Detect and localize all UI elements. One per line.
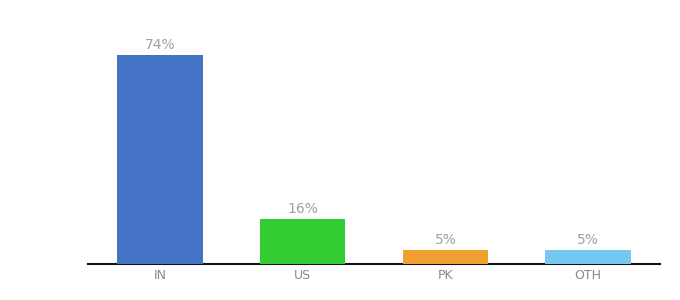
Text: 5%: 5% bbox=[435, 233, 456, 247]
Bar bbox=[545, 250, 631, 264]
Bar bbox=[117, 55, 203, 264]
Bar bbox=[260, 219, 345, 264]
Bar bbox=[403, 250, 488, 264]
Text: 16%: 16% bbox=[287, 202, 318, 216]
Text: 5%: 5% bbox=[577, 233, 599, 247]
Text: 74%: 74% bbox=[144, 38, 175, 52]
